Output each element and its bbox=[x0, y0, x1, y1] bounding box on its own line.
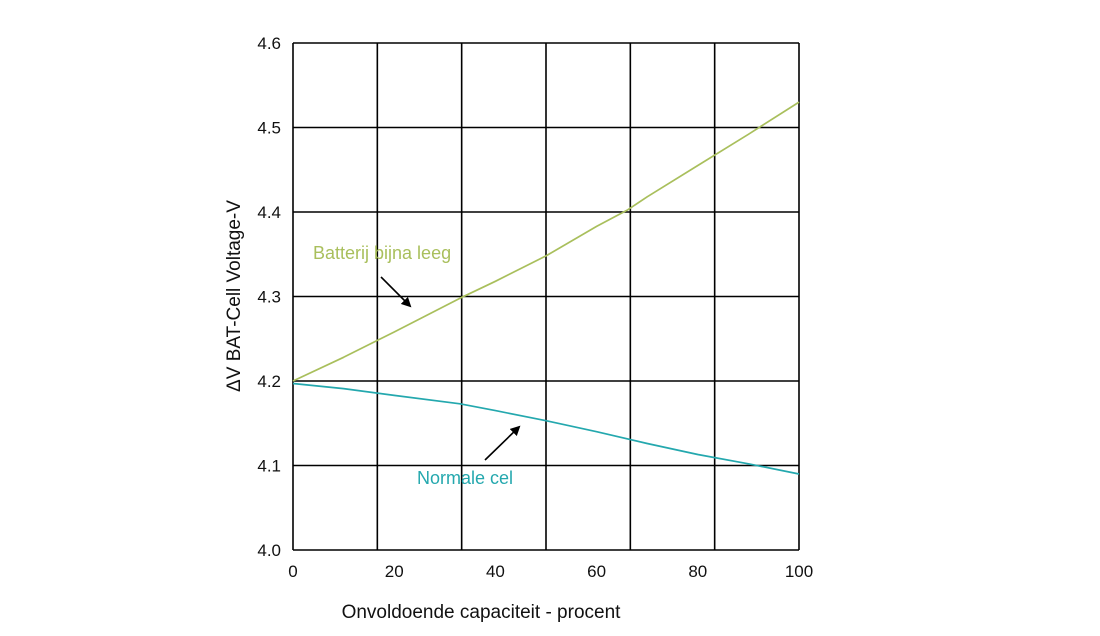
series-line-normal-cell bbox=[292, 382, 800, 475]
y-tick-label: 4.2 bbox=[257, 372, 281, 391]
tick-labels: 4.0 4.1 4.2 4.3 4.4 4.5 4.6 0 20 40 60 80 100 bbox=[257, 34, 813, 581]
annotation-normal-cell-arrow bbox=[484, 425, 521, 461]
y-tick-label: 4.3 bbox=[257, 288, 281, 307]
x-tick-label: 60 bbox=[587, 562, 606, 581]
y-axis-title: ΔV BAT-Cell Voltage-V bbox=[224, 200, 245, 392]
x-tick-label: 20 bbox=[385, 562, 404, 581]
x-tick-label: 100 bbox=[785, 562, 813, 581]
y-tick-label: 4.4 bbox=[257, 203, 281, 222]
annotation-battery-low: Batterij bijna leeg bbox=[313, 243, 451, 263]
y-tick-label: 4.0 bbox=[257, 541, 281, 560]
x-tick-label: 40 bbox=[486, 562, 505, 581]
grid bbox=[292, 42, 800, 551]
x-tick-label: 0 bbox=[288, 562, 297, 581]
x-tick-label: 80 bbox=[688, 562, 707, 581]
series-line-battery-low bbox=[292, 101, 800, 382]
y-tick-label: 4.5 bbox=[257, 119, 281, 138]
y-tick-label: 4.6 bbox=[257, 34, 281, 53]
annotation-normal-cell: Normale cel bbox=[417, 468, 513, 488]
series-layer bbox=[292, 101, 800, 475]
y-tick-label: 4.1 bbox=[257, 457, 281, 476]
annotation-battery-low-arrow bbox=[380, 276, 412, 308]
x-axis-title: Onvoldoende capaciteit - procent bbox=[342, 602, 622, 623]
